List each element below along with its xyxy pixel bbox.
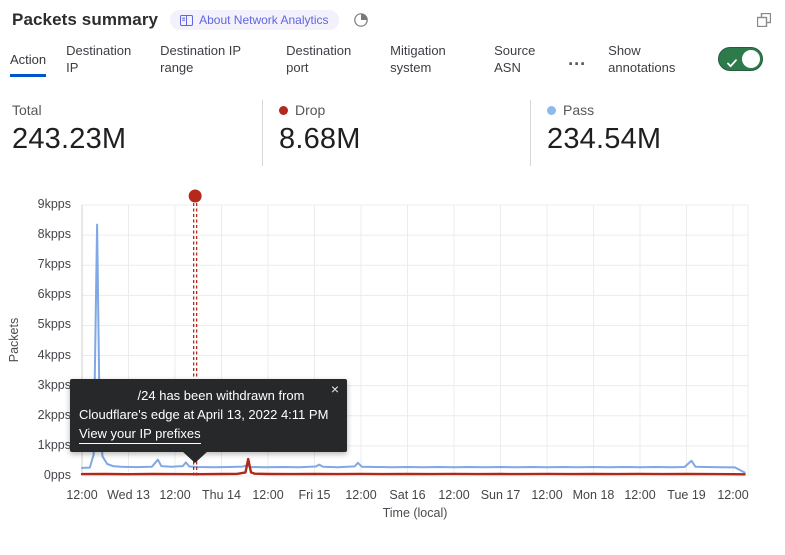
packets-chart: Packets 0pps 1kpps 2kpps 3kpps 4kpps 5kpps 6kp… <box>0 188 785 533</box>
annotation-marker-dot[interactable] <box>188 189 202 203</box>
y-tick-label: 9kpps <box>37 197 71 211</box>
pass-legend-dot <box>547 105 556 115</box>
x-tick-label: Mon 18 <box>572 488 615 502</box>
dimension-tabs: Action Destination IP Destination IP ran… <box>0 30 785 82</box>
x-tick-label: 12:00 <box>531 488 563 502</box>
time-period-icon[interactable] <box>353 12 369 28</box>
tooltip-arrow <box>182 451 208 463</box>
check-icon <box>727 55 737 73</box>
y-tick-label: 0pps <box>43 468 71 482</box>
tab-destination-ip[interactable]: Destination IP <box>66 43 132 75</box>
x-tick-label: Wed 13 <box>107 488 150 502</box>
stats-row: Total 243.23M Drop 8.68M Pass 234.54M <box>0 96 785 170</box>
tooltip-line2: Cloudflare's edge at April 13, 2022 4:11… <box>79 407 329 422</box>
x-tick-label: Fri 15 <box>298 488 331 502</box>
tab-source-asn[interactable]: Source ASN <box>494 43 536 75</box>
x-tick-label: 12:00 <box>438 488 470 502</box>
x-tick-label: 12:00 <box>624 488 656 502</box>
y-tick-label: 3kpps <box>37 377 71 392</box>
tab-destination-ip-range[interactable]: Destination IP range <box>160 43 241 75</box>
stat-total-value: 243.23M <box>12 123 127 155</box>
drop-legend-dot <box>279 105 288 115</box>
x-tick-label: Sun 17 <box>480 488 521 502</box>
stat-total-label: Total <box>12 102 42 118</box>
tab-action[interactable]: Action <box>10 51 47 77</box>
tab-destination-port[interactable]: Destination port <box>286 43 352 75</box>
stat-total: Total 243.23M <box>0 100 262 166</box>
view-ip-prefixes-link[interactable]: View your IP prefixes <box>79 424 201 444</box>
x-tick-label: 12:00 <box>345 488 377 502</box>
stat-pass: Pass 234.54M <box>530 100 677 166</box>
stat-drop: Drop 8.68M <box>262 100 530 166</box>
y-tick-label: 6kpps <box>37 287 71 302</box>
more-tabs-button[interactable]: ... <box>568 48 587 69</box>
y-tick-label: 4kpps <box>37 347 71 362</box>
y-tick-label: 5kpps <box>37 317 71 332</box>
close-icon[interactable]: × <box>330 381 339 397</box>
expand-window-icon[interactable] <box>757 13 771 27</box>
tooltip-line1: /24 has been withdrawn from <box>137 388 305 403</box>
x-tick-label: 12:00 <box>159 488 191 502</box>
x-tick-label: Thu 14 <box>202 488 241 502</box>
x-axis-title: Time (local) <box>382 506 448 520</box>
stat-drop-label: Drop <box>295 102 326 118</box>
book-icon <box>180 14 194 26</box>
x-tick-label: 12:00 <box>717 488 749 502</box>
x-tick-label: Tue 19 <box>667 488 706 502</box>
page-title: Packets summary <box>12 10 159 29</box>
stat-pass-value: 234.54M <box>547 123 662 155</box>
x-axis-ticks: 12:00 Wed 13 12:00 Thu 14 12:00 Fri 15 12:00 Sa… <box>0 488 785 504</box>
y-tick-label: 1kpps <box>37 437 71 452</box>
tab-mitigation-system[interactable]: Mitigation system <box>390 43 446 75</box>
show-annotations-label: Show annotations <box>608 43 676 75</box>
badge-label: About Network Analytics <box>199 13 329 27</box>
header: Packets summary About Network Analytics <box>0 0 785 30</box>
y-axis-title: Packets <box>7 317 21 363</box>
about-network-analytics-badge[interactable]: About Network Analytics <box>170 10 339 30</box>
toggle-knob <box>742 49 760 68</box>
x-tick-label: 12:00 <box>252 488 284 502</box>
annotation-tooltip: × /24 has been withdrawn from Cloudflare… <box>70 379 347 463</box>
stat-drop-value: 8.68M <box>279 123 361 155</box>
x-tick-label: Sat 16 <box>389 488 426 502</box>
stat-pass-label: Pass <box>563 102 595 118</box>
packets-chart-canvas <box>80 189 749 477</box>
show-annotations-toggle[interactable] <box>718 47 763 71</box>
y-tick-label: 7kpps <box>37 257 71 272</box>
x-tick-label: 12:00 <box>66 488 98 502</box>
y-tick-label: 8kpps <box>37 227 71 242</box>
y-tick-label: 2kpps <box>37 407 71 422</box>
